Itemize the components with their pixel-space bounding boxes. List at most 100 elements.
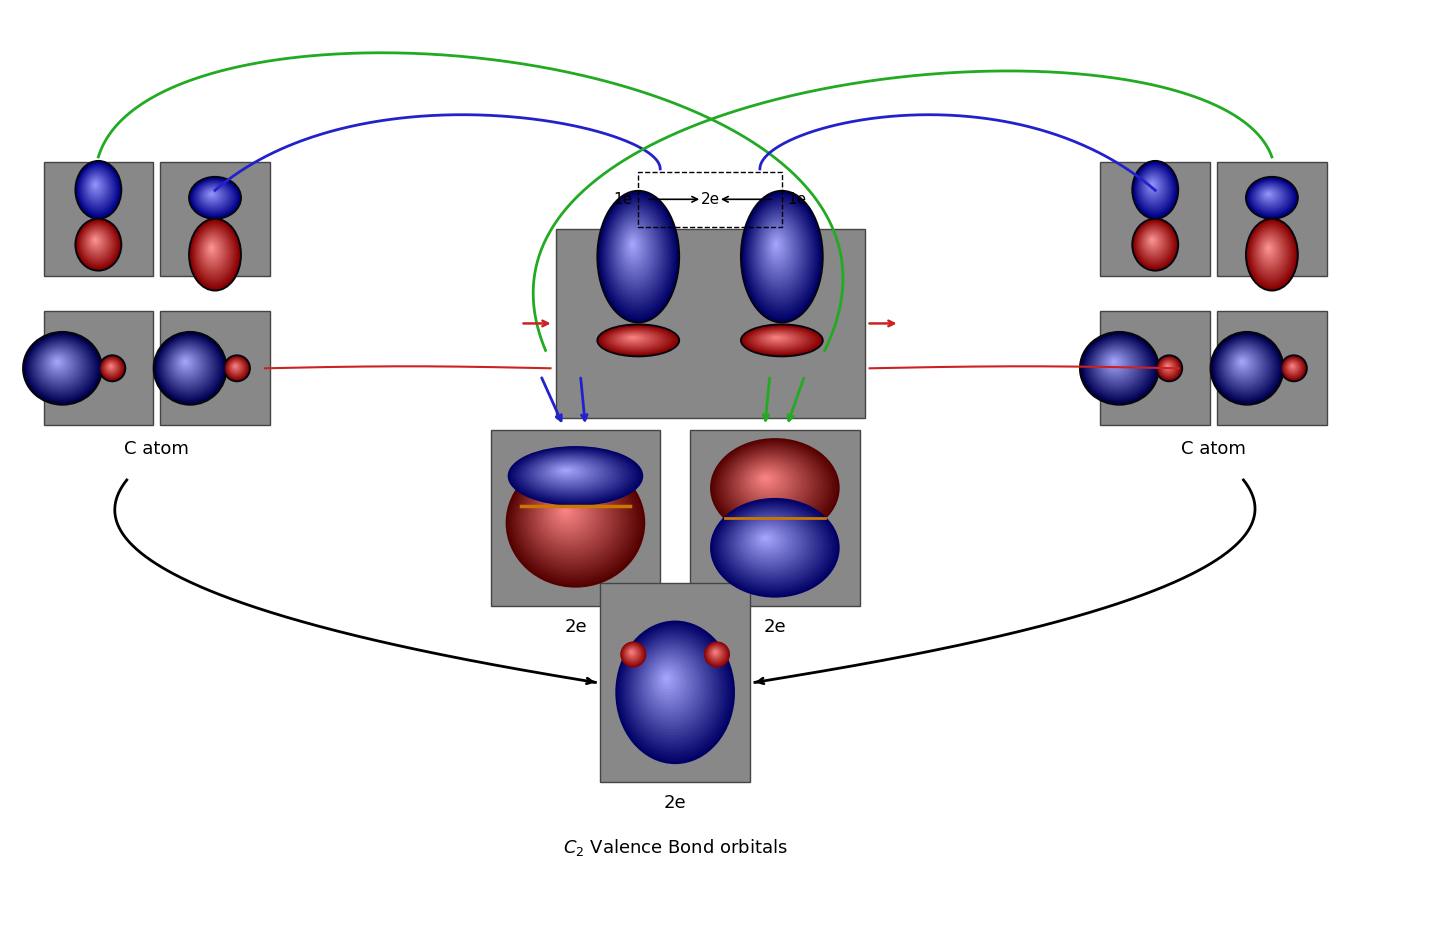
Ellipse shape	[535, 484, 604, 549]
Ellipse shape	[89, 232, 105, 251]
Ellipse shape	[108, 364, 113, 370]
Ellipse shape	[227, 357, 247, 378]
Ellipse shape	[709, 646, 724, 660]
Ellipse shape	[1283, 357, 1303, 378]
Ellipse shape	[728, 452, 815, 518]
Ellipse shape	[719, 505, 827, 587]
Ellipse shape	[555, 466, 578, 476]
Ellipse shape	[1138, 168, 1171, 208]
Ellipse shape	[228, 359, 246, 376]
Ellipse shape	[222, 355, 251, 382]
Text: 1e: 1e	[613, 191, 634, 207]
Ellipse shape	[81, 225, 113, 260]
Ellipse shape	[1245, 218, 1299, 291]
Ellipse shape	[28, 337, 96, 399]
Ellipse shape	[510, 447, 641, 505]
Ellipse shape	[539, 488, 600, 543]
Ellipse shape	[208, 243, 216, 255]
Ellipse shape	[1135, 222, 1174, 267]
Ellipse shape	[234, 365, 237, 368]
Ellipse shape	[234, 365, 235, 367]
Ellipse shape	[631, 637, 715, 738]
Ellipse shape	[1139, 169, 1170, 207]
Ellipse shape	[1148, 179, 1158, 192]
Ellipse shape	[625, 646, 639, 661]
Ellipse shape	[745, 523, 792, 560]
Ellipse shape	[1216, 338, 1277, 398]
Ellipse shape	[774, 242, 777, 246]
Ellipse shape	[163, 339, 215, 393]
Ellipse shape	[713, 651, 716, 653]
Ellipse shape	[93, 237, 99, 243]
Ellipse shape	[610, 329, 663, 349]
Ellipse shape	[623, 645, 642, 663]
Ellipse shape	[558, 467, 575, 474]
Ellipse shape	[642, 652, 699, 719]
Ellipse shape	[208, 244, 215, 254]
Ellipse shape	[1287, 362, 1298, 372]
Ellipse shape	[533, 482, 607, 552]
Ellipse shape	[706, 644, 726, 664]
Ellipse shape	[87, 231, 106, 253]
Ellipse shape	[105, 360, 119, 374]
Ellipse shape	[161, 339, 216, 395]
Ellipse shape	[1248, 178, 1296, 217]
Ellipse shape	[623, 334, 645, 342]
Ellipse shape	[1158, 356, 1181, 380]
Ellipse shape	[753, 207, 808, 298]
Ellipse shape	[90, 235, 100, 247]
Ellipse shape	[713, 650, 718, 654]
Ellipse shape	[202, 236, 224, 266]
Ellipse shape	[758, 331, 801, 347]
Ellipse shape	[42, 348, 77, 381]
Ellipse shape	[599, 325, 679, 356]
Ellipse shape	[1239, 359, 1244, 364]
Ellipse shape	[1141, 227, 1168, 258]
Ellipse shape	[1165, 364, 1170, 369]
Ellipse shape	[1148, 235, 1158, 247]
Ellipse shape	[545, 492, 591, 536]
Ellipse shape	[631, 240, 635, 249]
Ellipse shape	[166, 342, 212, 389]
Ellipse shape	[1221, 340, 1271, 392]
Ellipse shape	[1284, 359, 1302, 376]
Ellipse shape	[554, 500, 581, 525]
Ellipse shape	[1289, 363, 1296, 371]
Ellipse shape	[1248, 222, 1295, 287]
Ellipse shape	[613, 331, 658, 348]
Ellipse shape	[1250, 223, 1295, 286]
Ellipse shape	[1261, 240, 1277, 260]
Ellipse shape	[758, 472, 774, 486]
Ellipse shape	[612, 330, 660, 348]
Ellipse shape	[173, 350, 201, 378]
Ellipse shape	[1252, 227, 1289, 278]
Ellipse shape	[232, 363, 240, 371]
Ellipse shape	[1151, 184, 1152, 186]
Ellipse shape	[1264, 243, 1273, 255]
Ellipse shape	[548, 494, 588, 533]
Ellipse shape	[760, 332, 798, 346]
Ellipse shape	[758, 533, 774, 546]
Bar	[160, 162, 270, 275]
Bar	[44, 311, 153, 425]
Ellipse shape	[102, 358, 122, 377]
Ellipse shape	[1248, 221, 1296, 289]
Ellipse shape	[1289, 362, 1298, 372]
Ellipse shape	[1081, 334, 1157, 404]
Ellipse shape	[1136, 223, 1174, 266]
Ellipse shape	[625, 646, 639, 660]
Ellipse shape	[1145, 176, 1161, 196]
Ellipse shape	[196, 182, 232, 211]
Ellipse shape	[1255, 231, 1286, 273]
Ellipse shape	[628, 649, 635, 656]
Ellipse shape	[1245, 176, 1299, 220]
Ellipse shape	[1286, 360, 1300, 375]
Ellipse shape	[548, 463, 588, 481]
Ellipse shape	[1232, 352, 1255, 375]
Ellipse shape	[756, 212, 804, 290]
Ellipse shape	[1161, 359, 1177, 375]
Ellipse shape	[1289, 363, 1296, 371]
Ellipse shape	[626, 648, 638, 658]
Ellipse shape	[160, 338, 219, 398]
Ellipse shape	[629, 650, 635, 655]
